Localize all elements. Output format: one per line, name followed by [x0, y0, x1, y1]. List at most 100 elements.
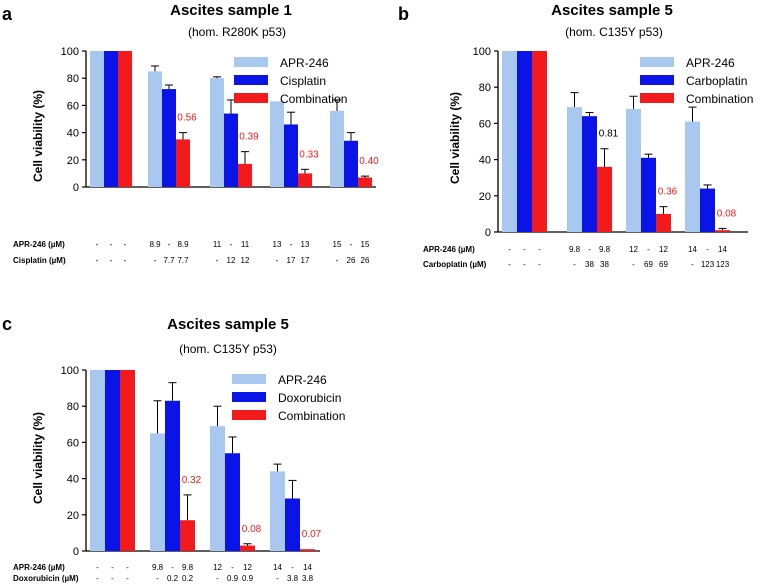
bar-doxorubicin [165, 400, 180, 551]
drug-dose-label: 69 [644, 260, 653, 269]
drug-dose-label: - [523, 260, 526, 269]
bar-apr-246 [90, 370, 105, 551]
y-tick-label: 0 [73, 546, 79, 558]
apr-dose-label: - [110, 240, 113, 249]
apr-dose-label: - [290, 240, 293, 249]
bar-apr-246 [90, 51, 104, 187]
apr-row-label: APR-246 (µM) [423, 245, 475, 254]
drug-dose-label: - [691, 260, 694, 269]
legend-label-carboplatin: Carboplatin [686, 74, 747, 88]
apr-dose-label: 14 [688, 245, 697, 254]
apr-dose-label: - [291, 563, 294, 572]
drug-dose-label: 0.9 [242, 574, 254, 583]
bar-apr-246 [270, 101, 284, 187]
apr-dose-label: - [126, 563, 129, 572]
panel-a-ylabel: Cell viability (%) [31, 90, 45, 182]
y-tick-label: 0 [73, 182, 79, 194]
apr-dose-label: 8.9 [149, 240, 161, 249]
y-tick-label: 0 [485, 227, 491, 239]
legend-swatch-apr-246 [234, 57, 268, 67]
panel-a-axes: 0 20 40 60 80 100 [61, 46, 376, 194]
y-tick-label: 60 [67, 437, 79, 449]
y-tick-label: 80 [67, 73, 79, 85]
y-tick-label: 60 [67, 100, 79, 112]
drug-dose-label: - [538, 260, 541, 269]
panel-c: c Ascites sample 5 (hom. C135Y p53) Cell… [2, 314, 345, 583]
y-tick-label: 40 [67, 128, 79, 140]
drug-dose-label: 38 [600, 260, 609, 269]
drug-row-label: Carboplatin (µM) [423, 260, 487, 269]
legend-swatch-apr-246 [232, 374, 266, 384]
apr-dose-label: - [647, 245, 650, 254]
drug-dose-label: 7.7 [177, 256, 189, 265]
apr-dose-label: - [350, 240, 353, 249]
bar-combination [118, 51, 132, 187]
panel-c-ylabel: Cell viability (%) [31, 412, 45, 504]
legend-label-apr-246: APR-246 [280, 56, 329, 70]
apr-dose-label: - [96, 240, 99, 249]
legend-label-doxorubicin: Doxorubicin [278, 391, 341, 405]
bar-doxorubicin [225, 453, 240, 551]
apr-dose-label: - [706, 245, 709, 254]
drug-dose-label: - [632, 260, 635, 269]
drug-dose-label: 12 [227, 256, 236, 265]
legend-swatch-apr-246 [640, 57, 674, 67]
apr-dose-label: - [523, 245, 526, 254]
legend-swatch-combination [232, 410, 266, 420]
apr-dose-label: - [230, 240, 233, 249]
apr-dose-label: - [96, 563, 99, 572]
apr-dose-label: 12 [629, 245, 638, 254]
drug-dose-label: 0.2 [167, 574, 179, 583]
drug-dose-label: 0.9 [227, 574, 239, 583]
combination-index-label: 0.08 [717, 208, 737, 219]
legend-swatch-doxorubicin [232, 392, 266, 402]
apr-dose-label: 12 [243, 563, 252, 572]
y-tick-label: 100 [61, 365, 79, 377]
bar-cisplatin [344, 140, 358, 187]
apr-dose-label: - [124, 240, 127, 249]
apr-dose-label: 13 [301, 240, 310, 249]
drug-dose-label: - [124, 256, 127, 265]
drug-dose-label: - [573, 260, 576, 269]
bar-apr-246 [210, 426, 225, 551]
legend-label-apr-246: APR-246 [278, 373, 327, 387]
legend-label-cisplatin: Cisplatin [280, 74, 326, 88]
bar-combination [240, 545, 255, 551]
apr-dose-label: 14 [273, 563, 282, 572]
combination-index-label: 0.36 [658, 187, 678, 198]
drug-dose-label: 17 [301, 256, 310, 265]
combination-index-label: 0.08 [242, 524, 262, 535]
legend-label-combination: Combination [278, 409, 345, 423]
panel-a: a Ascites sample 1 (hom. R280K p53) Cell… [2, 2, 379, 265]
apr-dose-label: 11 [213, 240, 222, 249]
bar-apr-246 [270, 471, 285, 551]
panel-a-legend: APR-246 Cisplatin Combination [234, 56, 347, 106]
apr-dose-label: 11 [241, 240, 250, 249]
apr-row-label: APR-246 (µM) [13, 240, 65, 249]
bar-apr-246 [148, 71, 162, 187]
apr-dose-label: - [508, 245, 511, 254]
drug-dose-label: - [96, 574, 99, 583]
panel-b-bars: 0.81 0.36 0.08 [502, 51, 737, 232]
apr-dose-label: 8.9 [177, 240, 189, 249]
bar-cisplatin [224, 113, 238, 187]
bar-doxorubicin [285, 498, 300, 551]
apr-dose-label: - [171, 563, 174, 572]
drug-dose-label: 3.8 [302, 574, 314, 583]
apr-dose-label: 13 [273, 240, 282, 249]
apr-dose-label: 9.8 [569, 245, 581, 254]
panel-c-letter: c [2, 314, 12, 334]
apr-dose-label: - [168, 240, 171, 249]
combination-index-label: 0.56 [177, 113, 197, 124]
combination-index-label: 0.33 [299, 149, 319, 160]
drug-dose-label: 17 [287, 256, 296, 265]
bar-carboplatin [700, 188, 715, 232]
drug-dose-label: 3.8 [287, 574, 299, 583]
bar-doxorubicin [105, 370, 120, 551]
panel-a-bars: 0.56 0.39 0.33 0.40 [90, 51, 379, 187]
drug-dose-label: - [110, 256, 113, 265]
bar-combination [532, 51, 547, 232]
